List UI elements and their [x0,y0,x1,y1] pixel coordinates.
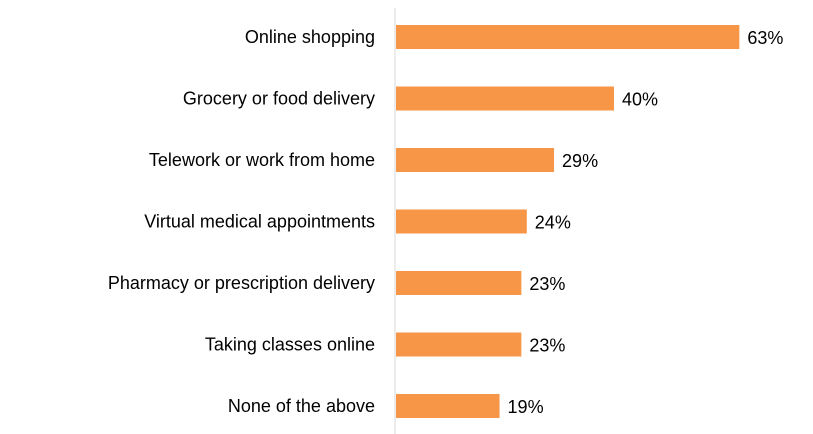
bar [396,86,614,111]
data-label: 23% [529,274,565,294]
bar [396,25,740,49]
data-label: 63% [747,28,783,48]
bar [396,209,527,234]
data-label: 40% [622,89,658,109]
bar [396,332,522,357]
bar [396,148,555,172]
bar [396,271,522,295]
category-label: Grocery or food delivery [183,88,375,108]
data-label: 29% [562,151,598,171]
category-label: Telework or work from home [149,150,375,170]
category-label: Taking classes online [205,334,375,354]
data-label: 23% [529,335,565,355]
category-label: None of the above [228,396,375,416]
data-label: 24% [535,212,571,232]
data-label: 19% [508,397,544,417]
category-label: Online shopping [245,27,375,47]
category-label: Virtual medical appointments [144,211,375,231]
bar [396,394,500,418]
category-label: Pharmacy or prescription delivery [108,273,375,293]
